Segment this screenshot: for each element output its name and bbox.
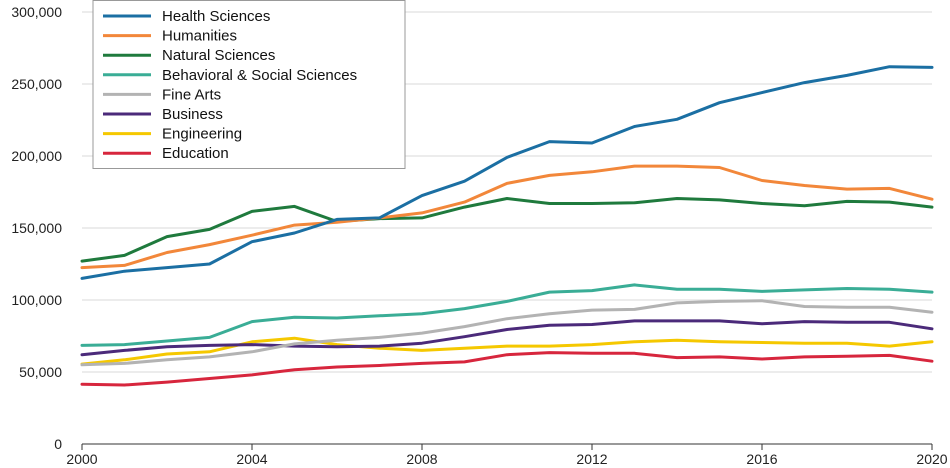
legend-label: Engineering bbox=[162, 126, 242, 143]
x-tick-label: 2020 bbox=[916, 451, 947, 467]
series-line-education bbox=[80, 351, 934, 387]
series-line-health-sciences bbox=[80, 65, 934, 280]
legend-label: Health Sciences bbox=[162, 8, 270, 25]
y-axis-tick-labels: 0 50,000 100,000 150,000 200,000 250,000 300,0… bbox=[11, 4, 62, 452]
series-line-business bbox=[80, 319, 934, 357]
legend-box bbox=[92, 0, 406, 169]
y-tick-label: 0 bbox=[54, 436, 62, 452]
legend: Health Sciences Humanities Natural Science… bbox=[92, 0, 406, 169]
series-line-humanities bbox=[80, 164, 934, 270]
y-tick-label: 150,000 bbox=[11, 220, 62, 236]
legend-label: Behavioral & Social Sciences bbox=[162, 67, 357, 84]
y-tick-label: 100,000 bbox=[11, 292, 62, 308]
legend-label: Education bbox=[162, 145, 229, 162]
x-tick-label: 2012 bbox=[576, 451, 607, 467]
series-line-engineering bbox=[80, 336, 934, 366]
legend-label: Business bbox=[162, 106, 223, 123]
series-line-natural-sciences bbox=[80, 197, 934, 263]
y-tick-label: 250,000 bbox=[11, 76, 62, 92]
y-tick-label: 50,000 bbox=[19, 364, 62, 380]
legend-label: Natural Sciences bbox=[162, 47, 275, 64]
series-line-fine-arts bbox=[80, 299, 934, 367]
legend-label: Humanities bbox=[162, 28, 237, 45]
x-axis-ticks bbox=[81, 444, 933, 450]
series-lines bbox=[80, 65, 934, 387]
legend-label: Fine Arts bbox=[162, 86, 221, 103]
x-tick-label: 2000 bbox=[66, 451, 97, 467]
x-tick-label: 2004 bbox=[236, 451, 267, 467]
series-line-behavioral-social-sciences bbox=[80, 283, 934, 347]
y-tick-label: 300,000 bbox=[11, 4, 62, 20]
x-tick-label: 2016 bbox=[746, 451, 777, 467]
x-axis-tick-labels: 2000 2004 2008 2012 2016 2020 bbox=[66, 451, 947, 467]
y-tick-label: 200,000 bbox=[11, 148, 62, 164]
x-tick-label: 2008 bbox=[406, 451, 437, 467]
